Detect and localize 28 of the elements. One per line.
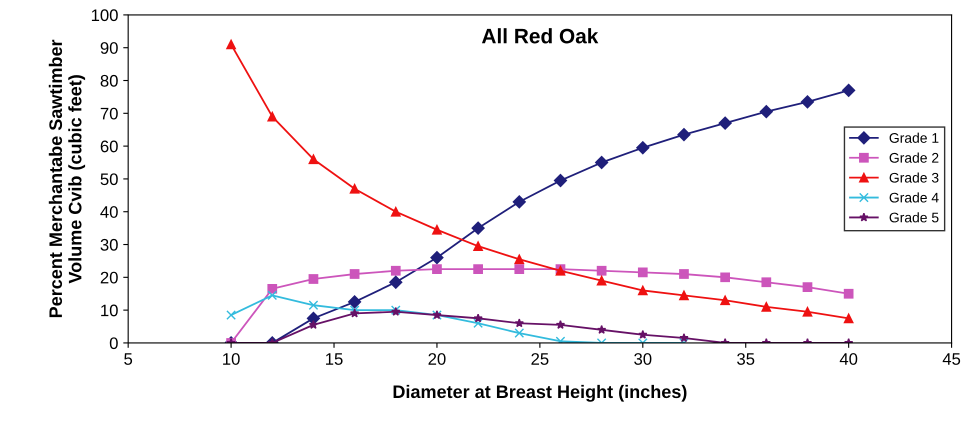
- x-tick-label: 10: [223, 353, 240, 365]
- x-axis-title: Diameter at Breast Height (inches): [394, 384, 686, 402]
- x-tick-label: 25: [531, 353, 548, 365]
- y-tick-label: 90: [100, 42, 118, 54]
- legend-label: Grade 2: [890, 152, 938, 163]
- legend-label: Grade 1: [890, 132, 938, 143]
- x-tick-label: 35: [737, 353, 754, 365]
- y-axis-title: Percent Merchantabe Sawtimber Volume Cvib (cubic feet): [48, 40, 86, 318]
- x-tick-label: 40: [840, 353, 858, 365]
- y-tick-label: 60: [100, 140, 118, 152]
- legend-label: Grade 4: [890, 192, 939, 203]
- x-tick-label: 20: [428, 353, 446, 365]
- y-tick-label: 100: [92, 9, 118, 22]
- legend-label: Grade 3: [890, 172, 938, 183]
- y-tick-label: 0: [110, 337, 118, 350]
- x-tick-label: 5: [124, 353, 132, 365]
- x-tick-label: 45: [942, 353, 960, 365]
- y-tick-label: 30: [100, 238, 118, 251]
- legend-label: Grade 5: [890, 212, 938, 222]
- y-tick-label: 10: [101, 304, 118, 316]
- text: All Red Oak: [482, 28, 598, 44]
- x-tick-label: 30: [634, 353, 652, 365]
- y-tick-label: 80: [100, 74, 118, 87]
- y-tick-label: 70: [100, 108, 118, 120]
- x-tick-label: 15: [326, 353, 343, 365]
- y-tick-label: 40: [100, 206, 118, 218]
- y-tick-label: 20: [100, 272, 118, 284]
- y-tick-label: 50: [100, 173, 118, 186]
